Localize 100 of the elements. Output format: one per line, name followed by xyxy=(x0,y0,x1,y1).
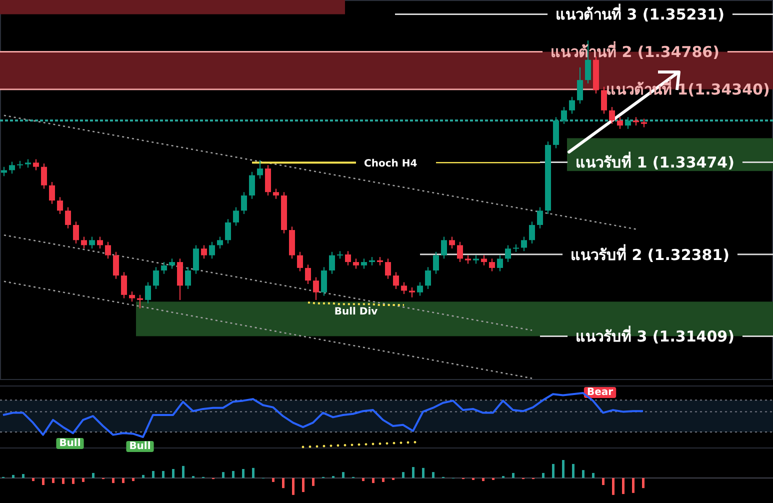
candlestick xyxy=(1,166,7,177)
bar xyxy=(232,470,234,478)
bar xyxy=(632,478,634,493)
bar xyxy=(32,478,34,482)
annotation: Bull xyxy=(129,441,151,452)
candlestick xyxy=(505,244,511,263)
candlestick xyxy=(265,164,271,196)
candlestick xyxy=(73,221,79,244)
candlestick xyxy=(97,236,103,250)
candlestick xyxy=(169,258,175,270)
candlestick xyxy=(129,291,135,302)
bar xyxy=(152,470,154,478)
candlestick xyxy=(161,262,167,274)
candlestick xyxy=(185,266,191,290)
annotation: Bull xyxy=(59,438,81,449)
bar xyxy=(62,478,64,484)
bar xyxy=(222,472,224,478)
candlestick xyxy=(625,116,631,130)
candlestick xyxy=(273,188,279,200)
candlestick xyxy=(521,236,527,252)
candlestick xyxy=(441,236,447,260)
ref-line-label: แนวรับที่ 3 (1.31409) xyxy=(576,326,734,346)
candlestick xyxy=(249,171,255,200)
candlestick xyxy=(257,160,263,180)
bar xyxy=(242,469,244,478)
candlestick xyxy=(49,181,55,204)
candlestick xyxy=(497,254,503,272)
bar xyxy=(162,470,164,478)
candlestick xyxy=(313,276,319,300)
bar xyxy=(372,478,374,484)
candlestick xyxy=(33,158,39,171)
bar xyxy=(432,472,434,478)
bar xyxy=(612,478,614,495)
bar xyxy=(172,469,174,478)
bar xyxy=(312,478,314,486)
bar xyxy=(292,478,294,495)
candlestick xyxy=(9,161,15,174)
candlestick xyxy=(529,221,535,244)
bar xyxy=(592,472,594,478)
annotation: Bear xyxy=(586,387,614,398)
candlestick xyxy=(89,236,95,250)
candlestick xyxy=(577,66,583,104)
candlestick xyxy=(57,196,63,215)
candlestick xyxy=(65,206,71,229)
bar xyxy=(482,478,484,482)
bar xyxy=(282,478,284,488)
bar xyxy=(412,467,414,478)
candlestick xyxy=(353,258,359,270)
bar xyxy=(22,474,24,478)
bar xyxy=(72,478,74,484)
candlestick xyxy=(417,282,423,296)
ref-line-label: แนวรับที่ 1 (1.33474) xyxy=(576,152,734,172)
bar xyxy=(382,478,384,482)
candlestick xyxy=(225,218,231,244)
bar xyxy=(512,472,514,478)
candlestick xyxy=(113,251,119,280)
bar xyxy=(552,464,554,478)
ref-line-label: แนวรับที่ 2 (1.32381) xyxy=(570,244,730,264)
bar xyxy=(602,478,604,486)
bar xyxy=(302,478,304,492)
bar xyxy=(82,478,84,482)
bar xyxy=(252,468,254,478)
series-label: Choch H4 xyxy=(364,158,418,170)
candlestick xyxy=(321,266,327,296)
candlestick xyxy=(145,282,151,304)
candlestick xyxy=(385,258,391,280)
candlestick xyxy=(121,272,127,299)
bar xyxy=(112,478,114,484)
bar xyxy=(132,478,134,482)
candlestick xyxy=(81,236,87,250)
bar xyxy=(272,478,274,482)
candlestick xyxy=(569,96,575,114)
candlestick xyxy=(305,264,311,284)
bar xyxy=(342,472,344,478)
candlestick xyxy=(401,282,407,295)
candlestick xyxy=(345,250,351,266)
candlestick xyxy=(41,162,47,190)
candlestick xyxy=(537,206,543,229)
candlestick xyxy=(105,241,111,260)
candlestick xyxy=(489,258,495,272)
bar xyxy=(52,478,54,484)
candlestick xyxy=(153,266,159,290)
candlestick xyxy=(233,206,239,226)
bar xyxy=(402,472,404,478)
bar xyxy=(142,474,144,478)
ref-line-label: แนวต้านที่ 3 (1.35231) xyxy=(556,4,724,24)
candlestick xyxy=(217,236,223,250)
bar xyxy=(582,470,584,478)
candlestick xyxy=(457,241,463,263)
candlestick xyxy=(209,241,215,260)
candlestick xyxy=(241,192,247,215)
candlestick xyxy=(601,86,607,114)
candlestick xyxy=(177,258,183,300)
candlestick xyxy=(329,251,335,274)
bar xyxy=(572,464,574,478)
candlestick xyxy=(361,258,367,270)
candlestick xyxy=(201,244,207,260)
bar xyxy=(362,478,364,482)
candlestick xyxy=(409,286,415,298)
candlestick xyxy=(617,116,623,130)
